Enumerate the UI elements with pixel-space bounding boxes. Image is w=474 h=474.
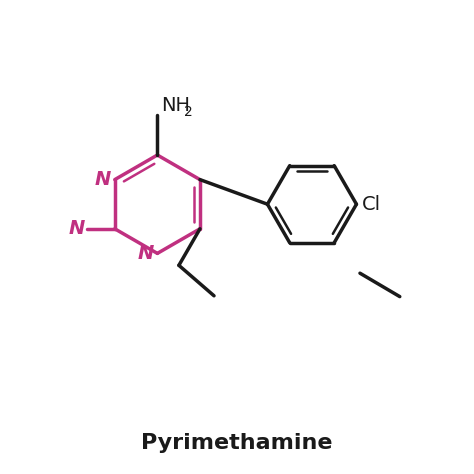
- Text: N: N: [95, 170, 111, 189]
- Text: NH: NH: [161, 96, 190, 115]
- Text: 2: 2: [183, 105, 192, 119]
- Text: Pyrimethamine: Pyrimethamine: [141, 433, 333, 453]
- Text: N: N: [68, 219, 84, 238]
- Text: N: N: [137, 244, 154, 263]
- Text: Cl: Cl: [362, 195, 381, 214]
